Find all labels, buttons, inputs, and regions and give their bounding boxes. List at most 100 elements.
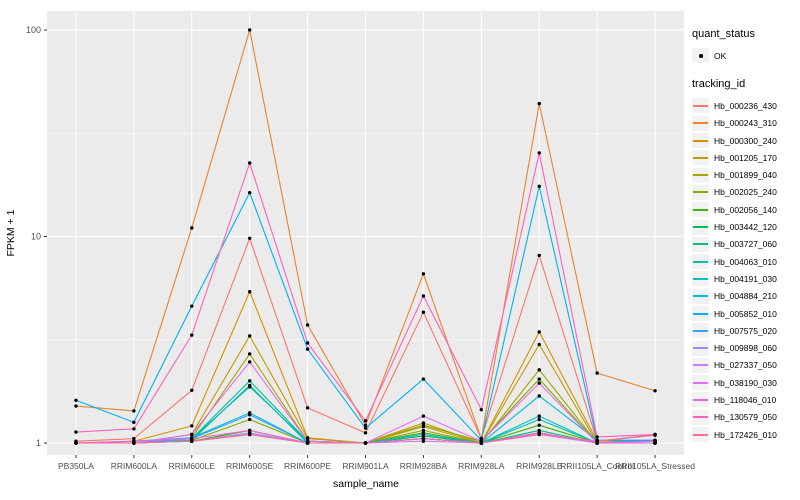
- data-point: [537, 414, 541, 418]
- series-color-line-icon: [693, 329, 708, 332]
- legend-item-label: Hb_027337_050: [714, 360, 777, 371]
- legend-item-ok: OK: [692, 47, 798, 64]
- series-color-line-icon: [693, 226, 708, 229]
- legend-item-label: Hb_118046_010: [714, 394, 777, 405]
- x-tick-label: RRIM600LE: [169, 461, 216, 471]
- series-color-line-icon: [693, 122, 708, 125]
- data-point: [247, 190, 252, 195]
- data-point: [537, 330, 541, 334]
- data-point: [74, 404, 78, 408]
- legend-item-Hb_002025_240: Hb_002025_240: [692, 184, 798, 201]
- legend-item-label: Hb_000236_430: [714, 100, 777, 111]
- series-color-line-icon: [693, 191, 708, 194]
- legend-item-label: Hb_172426_010: [714, 429, 777, 440]
- legend-item-label: Hb_004063_010: [714, 256, 777, 267]
- series-color-line-icon: [693, 433, 708, 436]
- axes: 1 10 100 PB350LA RRIM600LA RRIM600LE RRIM600SE…: [26, 25, 695, 471]
- data-point: [421, 423, 426, 427]
- data-point: [537, 394, 541, 398]
- legend-item-Hb_001205_170: Hb_001205_170: [692, 149, 798, 166]
- legend-item-Hb_038190_030: Hb_038190_030: [692, 374, 798, 391]
- legend-key: [692, 115, 709, 131]
- point-marker-icon: [698, 53, 703, 58]
- data-point: [74, 398, 78, 402]
- legend-item-label: Hb_001899_040: [714, 170, 777, 181]
- data-point: [190, 424, 194, 428]
- legend-key: [692, 288, 709, 304]
- data-point: [537, 432, 541, 437]
- data-point: [537, 368, 541, 372]
- data-point: [190, 432, 194, 437]
- legend-item-Hb_001899_040: Hb_001899_040: [692, 166, 798, 183]
- x-tick-label: RRII105LA_Control: [560, 461, 634, 471]
- data-point: [247, 334, 252, 338]
- legend-item-label: Hb_007575_020: [714, 325, 777, 336]
- data-point: [305, 347, 310, 351]
- legend-key: [692, 98, 709, 114]
- legend-key: [692, 323, 709, 339]
- legend-item-Hb_007575_020: Hb_007575_020: [692, 322, 798, 339]
- data-point: [363, 423, 368, 427]
- legend-item-Hb_004063_010: Hb_004063_010: [692, 253, 798, 270]
- data-point: [595, 439, 599, 443]
- data-point: [537, 184, 541, 189]
- data-point: [132, 409, 136, 413]
- legend-item-label: Hb_003442_120: [714, 222, 777, 233]
- data-point: [479, 407, 484, 412]
- tracking-id-legend-title: tracking_id: [692, 78, 746, 91]
- legend-key: [692, 340, 709, 356]
- data-point: [74, 430, 78, 434]
- series-color-line-icon: [693, 260, 708, 263]
- data-point: [537, 381, 541, 385]
- legend-item-label: Hb_009898_060: [714, 343, 777, 354]
- legend-item-label: Hb_002025_240: [714, 187, 777, 198]
- data-point: [305, 323, 310, 327]
- legend-item-Hb_003442_120: Hb_003442_120: [692, 218, 798, 235]
- legend-item-label: Hb_000300_240: [714, 135, 777, 146]
- y-tick-label: 10: [31, 232, 41, 242]
- legend-key: [692, 254, 709, 270]
- legend-key: [692, 392, 709, 408]
- data-point: [537, 377, 541, 381]
- legend-item-Hb_005852_010: Hb_005852_010: [692, 305, 798, 322]
- legend: quant_status OK tracking_id Hb_000236_43…: [692, 28, 798, 457]
- legend-item-Hb_027337_050: Hb_027337_050: [692, 357, 798, 374]
- x-tick-label: PB350LA: [58, 461, 94, 471]
- series-color-line-icon: [693, 312, 708, 315]
- legend-item-Hb_003727_060: Hb_003727_060: [692, 236, 798, 253]
- data-point: [305, 436, 310, 441]
- data-point: [421, 414, 426, 418]
- legend-item-Hb_000300_240: Hb_000300_240: [692, 132, 798, 149]
- data-point: [595, 435, 599, 439]
- tracking-id-legend-items: Hb_000236_430 Hb_000243_310 Hb_000300_240 H…: [692, 97, 798, 443]
- legend-item-Hb_004884_210: Hb_004884_210: [692, 288, 798, 305]
- series-color-line-icon: [693, 174, 708, 177]
- series-color-line-icon: [693, 139, 708, 142]
- data-point: [305, 406, 310, 410]
- series-color-line-icon: [693, 416, 708, 419]
- legend-item-Hb_000236_430: Hb_000236_430: [692, 97, 798, 114]
- data-point: [305, 341, 310, 345]
- data-point: [363, 426, 368, 430]
- legend-key: [692, 236, 709, 252]
- data-point: [247, 360, 252, 364]
- data-point: [247, 385, 252, 389]
- data-point: [247, 417, 252, 422]
- x-tick-label: RRIM600PE: [284, 461, 332, 471]
- x-tick-label: RRIM600LA: [111, 461, 158, 471]
- legend-item-Hb_002056_140: Hb_002056_140: [692, 201, 798, 218]
- data-point: [421, 377, 426, 381]
- data-point: [363, 419, 368, 423]
- legend-key: [692, 48, 709, 64]
- data-point: [247, 236, 252, 241]
- data-point: [190, 388, 194, 392]
- data-point: [190, 439, 194, 443]
- y-tick-label: 1: [36, 438, 41, 448]
- legend-key: [692, 202, 709, 218]
- legend-item-Hb_172426_010: Hb_172426_010: [692, 426, 798, 443]
- data-point: [132, 420, 136, 424]
- legend-key: [692, 184, 709, 200]
- data-point: [132, 427, 136, 431]
- legend-item-Hb_000243_310: Hb_000243_310: [692, 115, 798, 132]
